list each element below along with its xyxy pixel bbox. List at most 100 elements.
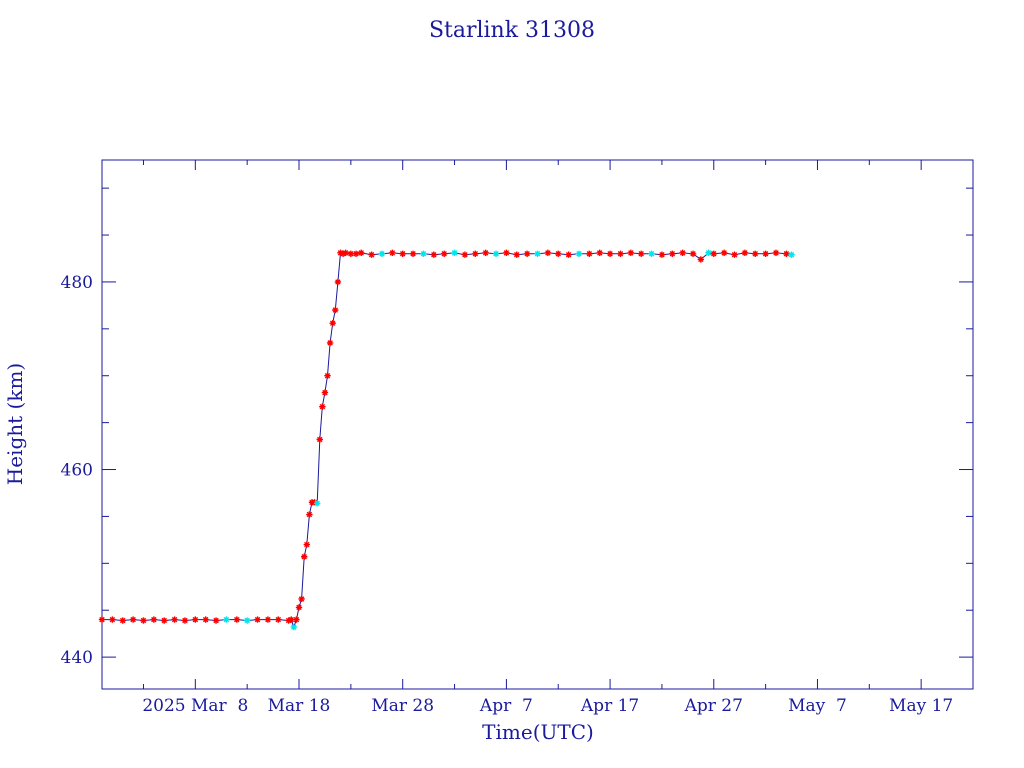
- data-point: [264, 616, 272, 623]
- data-point: [321, 389, 329, 396]
- data-point: [637, 250, 645, 257]
- data-point: [461, 251, 469, 258]
- data-point: [358, 249, 365, 257]
- data-point: [316, 436, 323, 443]
- data-point: [710, 250, 717, 257]
- data-point: [783, 250, 790, 257]
- data-point: [731, 251, 738, 258]
- data-point: [150, 616, 158, 623]
- data-point: [720, 249, 728, 257]
- data-point: [140, 617, 147, 624]
- data-point: [648, 250, 655, 257]
- data-point: [409, 250, 417, 257]
- data-point: [679, 249, 686, 257]
- data-point: [705, 249, 712, 257]
- data-point: [420, 250, 427, 257]
- chart-title: Starlink 31308: [429, 18, 595, 43]
- data-point: [288, 616, 295, 623]
- data-point: [378, 250, 386, 257]
- data-point: [788, 251, 795, 258]
- x-tick-label: May 7: [788, 696, 847, 716]
- data-point: [606, 250, 614, 257]
- data-point: [617, 250, 624, 257]
- data-point: [627, 249, 635, 257]
- data-point: [368, 251, 375, 258]
- data-point-markers: [98, 249, 795, 631]
- data-point: [430, 251, 438, 258]
- data-point: [689, 250, 697, 257]
- data-point: [311, 499, 318, 506]
- x-tick-label: Apr 17: [580, 696, 639, 716]
- data-point: [772, 249, 780, 257]
- data-point: [319, 403, 326, 410]
- y-tick-label: 460: [61, 461, 93, 481]
- data-point: [503, 249, 510, 257]
- data-point: [171, 616, 178, 623]
- data-point: [440, 250, 448, 257]
- data-point: [129, 616, 137, 623]
- x-tick-label: Mar 28: [371, 696, 434, 716]
- data-point: [472, 250, 479, 257]
- y-axis-label: Height (km): [3, 363, 27, 485]
- data-point: [192, 616, 199, 623]
- data-point: [544, 249, 552, 257]
- data-point: [293, 616, 300, 623]
- data-point: [254, 616, 261, 623]
- data-point: [303, 541, 310, 548]
- data-point: [295, 604, 303, 611]
- data-point: [586, 250, 593, 257]
- data-point: [339, 250, 347, 257]
- data-point: [399, 250, 406, 257]
- data-point: [513, 251, 520, 258]
- axis-tick-labels: 2025 Mar 8 Mar 18 Mar 28 Apr 7 Apr 17 Apr 27 M…: [61, 273, 954, 716]
- plot-frame: [101, 159, 974, 690]
- data-point: [352, 250, 360, 257]
- x-axis-label: Time(UTC): [482, 720, 594, 744]
- data-point: [575, 250, 583, 257]
- data-point: [326, 339, 334, 347]
- data-point: [697, 256, 705, 263]
- y-tick-label: 480: [61, 273, 93, 293]
- data-point: [329, 320, 336, 327]
- data-point: [389, 249, 396, 257]
- data-point: [334, 278, 342, 286]
- data-point: [119, 617, 126, 624]
- x-tick-label: Mar 18: [268, 696, 331, 716]
- data-point: [233, 616, 240, 623]
- data-point: [181, 617, 189, 624]
- data-point: [669, 250, 676, 257]
- data-point: [555, 250, 562, 257]
- data-point: [492, 250, 500, 257]
- data-point: [109, 616, 116, 623]
- data-point: [342, 249, 349, 257]
- data-point: [752, 250, 759, 257]
- x-tick-label: May 17: [889, 696, 953, 716]
- data-point: [161, 617, 168, 624]
- data-point: [223, 616, 230, 623]
- data-point: [658, 251, 666, 258]
- data-point: [98, 616, 106, 623]
- axis-ticks: [102, 160, 974, 689]
- data-point: [762, 250, 769, 257]
- data-point: [306, 511, 313, 518]
- data-point: [275, 616, 282, 623]
- data-point: [741, 249, 749, 257]
- x-tick-label: 2025 Mar 8: [142, 696, 248, 716]
- x-tick-label: Apr 7: [479, 696, 533, 716]
- data-point: [300, 553, 308, 560]
- data-point: [290, 623, 298, 631]
- y-tick-label: 440: [61, 648, 93, 668]
- data-point: [534, 250, 541, 257]
- data-point: [482, 249, 489, 257]
- data-point: [298, 595, 305, 603]
- data-point: [451, 249, 458, 257]
- x-tick-label: Apr 27: [684, 696, 743, 716]
- data-point: [313, 500, 321, 507]
- data-point: [523, 250, 531, 257]
- data-point: [347, 250, 355, 257]
- data-point: [285, 617, 292, 624]
- data-point: [337, 249, 344, 257]
- data-point: [332, 306, 339, 314]
- data-point: [212, 617, 220, 624]
